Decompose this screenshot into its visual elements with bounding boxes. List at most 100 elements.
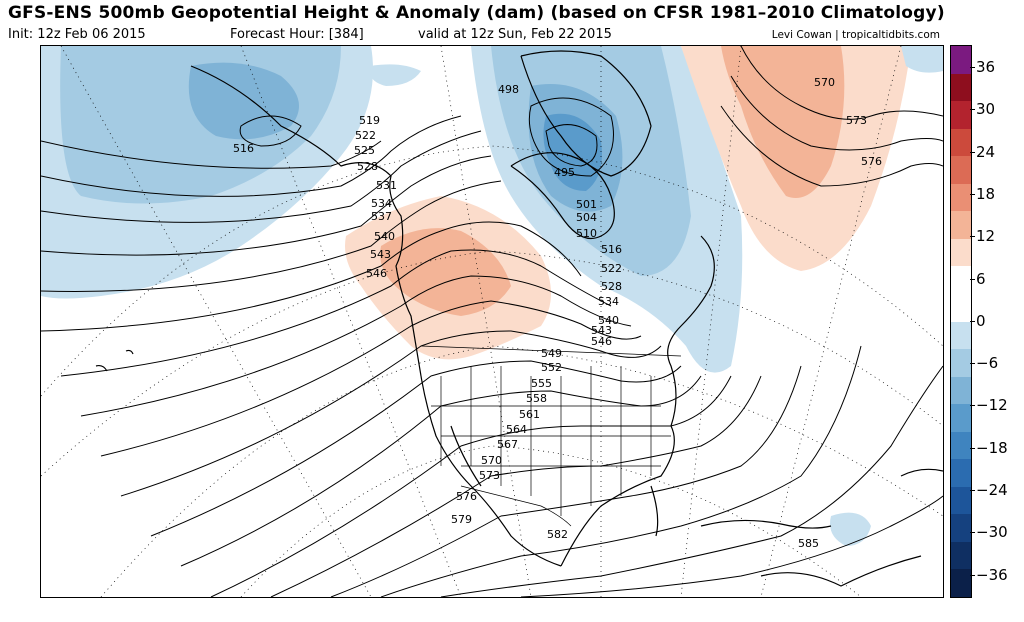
colorbar-segment: [951, 459, 971, 488]
contour-label: 540: [598, 314, 619, 327]
contour-label: 564: [506, 423, 527, 436]
contour-label: 537: [371, 210, 392, 223]
contour-label: 579: [451, 513, 472, 526]
political-borders: [420, 345, 682, 527]
contour-label: 573: [846, 114, 867, 127]
contour-label: 534: [371, 197, 392, 210]
anomaly-negative-caribbean: [830, 512, 871, 546]
colorbar-tick: [970, 405, 975, 407]
coast-alaska: [190, 65, 422, 377]
contour-label: 516: [233, 142, 254, 155]
colorbar-tick: [970, 320, 975, 322]
colorbar-label: −36: [976, 565, 1008, 584]
colorbar-tick: [970, 193, 975, 195]
init-time: Init: 12z Feb 06 2015: [8, 27, 146, 42]
coast-greenland: [520, 50, 652, 177]
colorbar-segment: [951, 541, 971, 570]
coast-baja: [450, 425, 482, 487]
anomaly-positive-atlantic-mid: [721, 46, 845, 198]
colorbar-segment: [951, 514, 971, 543]
contour-label: 543: [591, 324, 612, 337]
colorbar-segment: [951, 238, 971, 267]
colorbar-tick: [970, 490, 975, 491]
contour-label: 525: [354, 144, 375, 157]
coast-africa: [900, 468, 943, 477]
colorbar-segment: [951, 46, 971, 75]
colorbar-tick: [970, 236, 975, 238]
colorbar-segment: [951, 101, 971, 130]
colorbar-tick: [970, 151, 975, 153]
contour-label: 528: [601, 280, 622, 293]
colorbar-tick: [970, 574, 975, 576]
contour-label: 546: [366, 267, 387, 280]
map-svg: 519 522 525 528 531 534 537 540 543 546 …: [41, 46, 943, 597]
contour-label: 552: [541, 361, 562, 374]
credit-text: Levi Cowan | tropicaltidbits.com: [771, 29, 940, 41]
colorbar-segment: [951, 404, 971, 433]
colorbar-segment: [951, 376, 971, 405]
contour-label: 510: [576, 227, 597, 240]
contour-label: 561: [519, 408, 540, 421]
contour-label: 540: [374, 230, 395, 243]
colorbar-segment: [951, 569, 971, 598]
contour-label: 570: [481, 454, 502, 467]
contour-label: 543: [370, 248, 391, 261]
contour-labels: 519 522 525 528 531 534 537 540 543 546 …: [233, 76, 882, 550]
coast-hudson: [510, 152, 615, 240]
coast-caribbean: [700, 519, 832, 529]
colorbar-tick: [970, 532, 975, 534]
map-panel: 519 522 525 528 531 534 537 540 543 546 …: [40, 45, 944, 598]
contour-label: 558: [526, 392, 547, 405]
colorbar-label: −6: [976, 354, 999, 373]
colorbar-segment: [951, 183, 971, 212]
forecast-hour: Forecast Hour: [384]: [230, 27, 364, 42]
contour-label: 531: [376, 179, 397, 192]
coast-west-us: [420, 375, 562, 567]
colorbar-label: 36: [976, 58, 996, 76]
coast-south-america: [760, 555, 922, 587]
contour-label: 585: [798, 537, 819, 550]
colorbar-tick: [970, 447, 975, 449]
anomaly-shading: [41, 46, 943, 546]
colorbar-segment: [951, 486, 971, 515]
coastlines: [95, 50, 943, 587]
colorbar-tick: [970, 278, 975, 280]
contour-label: 549: [541, 347, 562, 360]
anomaly-negative-arctic-small: [370, 64, 421, 86]
coast-hawaii: [95, 349, 134, 372]
colorbar-label: 0: [976, 311, 986, 330]
colorbar-label: −30: [976, 523, 1008, 542]
colorbar-label: 30: [976, 100, 996, 119]
colorbar-label: −12: [976, 396, 1008, 415]
contour-label: 504: [576, 211, 597, 224]
colorbar-label: 24: [976, 142, 996, 161]
contour-label: 501: [576, 198, 597, 211]
contour-label: 522: [355, 129, 376, 142]
colorbar: [950, 45, 972, 598]
map-title: GFS-ENS 500mb Geopotential Height & Anom…: [8, 3, 945, 23]
contour-label: 516: [601, 243, 622, 256]
coast-east-us: [667, 235, 715, 427]
colorbar-tick: [970, 67, 975, 68]
anomaly-negative-ne-corner: [901, 46, 943, 73]
colorbar-segment: [951, 349, 971, 378]
contour-label: 498: [498, 83, 519, 96]
contour-label: 528: [357, 160, 378, 173]
colorbar-segment: [951, 431, 971, 460]
colorbar-segment: [951, 156, 971, 185]
colorbar-tick: [970, 363, 975, 365]
contour-label: 573: [479, 469, 500, 482]
colorbar-label: 12: [976, 227, 996, 246]
colorbar-segment: [951, 211, 971, 240]
contour-label: 519: [359, 114, 380, 127]
colorbar-segment: [951, 266, 971, 295]
colorbar-segment: [951, 321, 971, 350]
colorbar-segment: [951, 128, 971, 157]
colorbar-label: 6: [976, 269, 986, 288]
anomaly-negative-pacific-deep: [188, 62, 299, 140]
colorbar-tick: [970, 109, 975, 111]
contour-label: 534: [598, 295, 619, 308]
contour-label: 546: [591, 335, 612, 348]
contour-label: 522: [601, 262, 622, 275]
contour-label: 582: [547, 528, 568, 541]
